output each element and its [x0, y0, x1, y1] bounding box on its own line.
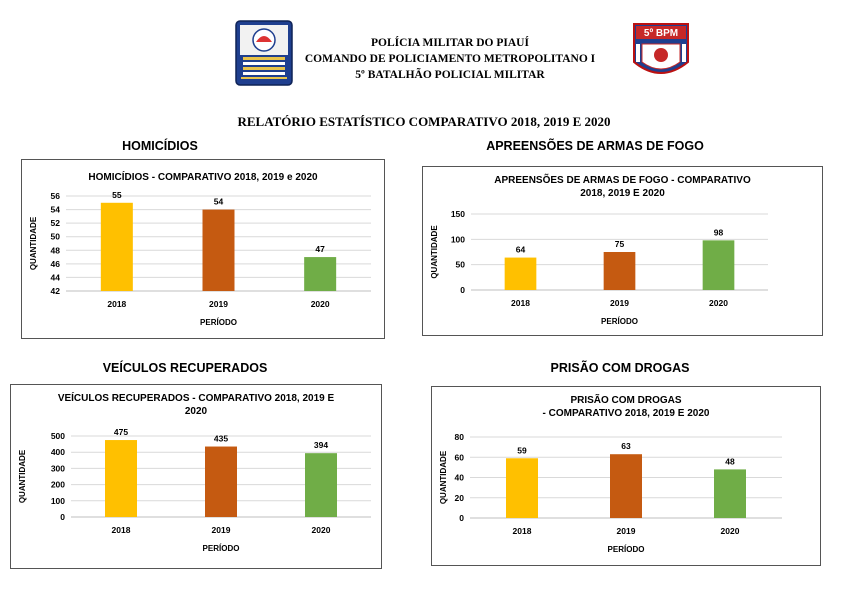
y-tick-label: 150 — [451, 209, 465, 219]
y-tick-label: 42 — [51, 286, 61, 296]
header-line-3: 5º BATALHÃO POLICIAL MILITAR — [355, 69, 545, 81]
y-tick-label: 40 — [455, 473, 465, 483]
chart-title-line: 2018, 2019 E 2020 — [580, 188, 665, 199]
y-tick-label: 48 — [51, 245, 61, 255]
data-label: 475 — [114, 427, 128, 437]
y-tick-label: 20 — [455, 493, 465, 503]
x-tick-label: 2019 — [212, 525, 231, 535]
5bpm-badge-logo: 5º BPM — [633, 23, 689, 74]
x-tick-label: 2019 — [209, 299, 228, 309]
x-tick-label: 2020 — [709, 298, 728, 308]
x-tick-label: 2019 — [617, 526, 636, 536]
y-tick-label: 54 — [51, 205, 61, 215]
chart-title: PRISÃO COM DROGAS - COMPARATIVO 2018, 20… — [432, 394, 820, 420]
bar-2019 — [610, 454, 642, 518]
pmpi-emblem-logo — [235, 20, 293, 86]
y-axis-label: QUANTIDADE — [439, 450, 448, 504]
y-tick-label: 50 — [456, 260, 466, 270]
y-tick-label: 300 — [51, 463, 65, 473]
chart-apreensoes: APREENSÕES DE ARMAS DE FOGO - COMPARATIV… — [422, 166, 823, 336]
x-tick-label: 2018 — [112, 525, 131, 535]
y-tick-label: 44 — [51, 272, 61, 282]
x-tick-label: 2020 — [721, 526, 740, 536]
report-title: RELATÓRIO ESTATÍSTICO COMPARATIVO 2018, … — [237, 114, 611, 129]
chart-title-line: VEÍCULOS RECUPERADOS - COMPARATIVO 2018,… — [57, 393, 335, 404]
y-tick-label: 0 — [459, 513, 464, 523]
chart-plot: 0 20 40 60 80 59 2018 63 2019 48 2020 PERÍODO QUANTI… — [439, 432, 782, 554]
x-tick-label: 2020 — [311, 299, 330, 309]
y-tick-label: 50 — [51, 232, 61, 242]
bar-2020 — [304, 257, 337, 291]
data-label: 98 — [714, 227, 724, 237]
data-label: 48 — [725, 456, 735, 466]
bar-2018 — [504, 257, 537, 290]
chart-title: APREENSÕES DE ARMAS DE FOGO - COMPARATIV… — [423, 174, 822, 200]
y-axis-label: QUANTIDADE — [430, 225, 439, 279]
chart-plot: 42 44 46 48 50 52 54 56 55 2018 54 2019 47 2020 PERÍOD… — [29, 190, 371, 327]
section-heading-homicidios: HOMICÍDIOS — [122, 139, 198, 153]
data-label: 63 — [621, 441, 631, 451]
y-tick-label: 0 — [460, 285, 465, 295]
bar-2020 — [714, 469, 746, 518]
data-label: 75 — [615, 239, 625, 249]
data-label: 64 — [516, 245, 526, 255]
data-label: 394 — [314, 440, 328, 450]
bar-2020 — [702, 240, 735, 290]
y-tick-label: 0 — [60, 512, 65, 522]
y-tick-label: 500 — [51, 431, 65, 441]
chart-title-line: HOMICÍDIOS - COMPARATIVO 2018, 2019 e 20… — [88, 172, 318, 183]
bar-2018 — [105, 440, 137, 517]
bar-2020 — [305, 453, 337, 517]
chart-title-line: - COMPARATIVO 2018, 2019 E 2020 — [542, 408, 710, 419]
bar-2019 — [603, 252, 636, 290]
x-tick-label: 2018 — [511, 298, 530, 308]
x-tick-label: 2020 — [312, 525, 331, 535]
chart-title-line: APREENSÕES DE ARMAS DE FOGO - COMPARATIV… — [494, 175, 751, 186]
bar-2018 — [506, 458, 538, 518]
y-tick-label: 100 — [51, 496, 65, 506]
x-axis-label: PERÍODO — [200, 318, 237, 327]
data-label: 47 — [315, 244, 325, 254]
x-axis-label: PERÍODO — [608, 545, 645, 554]
section-heading-veiculos: VEÍCULOS RECUPERADOS — [102, 361, 268, 375]
data-label: 59 — [517, 445, 527, 455]
x-axis-label: PERÍODO — [601, 317, 638, 326]
chart-plot: 0 100 200 300 400 500 475 2018 435 2019 394 2020 PER… — [18, 427, 371, 553]
y-tick-label: 80 — [455, 432, 465, 442]
header-block: POLÍCIA MILITAR DO PIAUÍ COMANDO DE POLI… — [300, 35, 600, 83]
bar-2019 — [205, 446, 237, 517]
y-tick-label: 52 — [51, 218, 61, 228]
y-axis-label: QUANTIDADE — [18, 449, 27, 503]
x-tick-label: 2018 — [107, 299, 126, 309]
badge-text: 5º BPM — [644, 28, 678, 39]
chart-title: VEÍCULOS RECUPERADOS - COMPARATIVO 2018,… — [11, 392, 381, 418]
chart-title-line: 2020 — [184, 406, 208, 417]
chart-title: HOMICÍDIOS - COMPARATIVO 2018, 2019 e 20… — [22, 171, 384, 184]
chart-title-line: PRISÃO COM DROGAS — [570, 395, 682, 406]
section-heading-prisao: PRISÃO COM DROGAS — [550, 361, 690, 375]
header-line-1: POLÍCIA MILITAR DO PIAUÍ — [371, 37, 529, 49]
x-axis-label: PERÍODO — [203, 544, 240, 553]
y-tick-label: 200 — [51, 480, 65, 490]
chart-prisao: PRISÃO COM DROGAS - COMPARATIVO 2018, 20… — [431, 386, 821, 566]
data-label: 54 — [214, 197, 224, 207]
bar-2019 — [202, 209, 235, 291]
y-tick-label: 60 — [455, 452, 465, 462]
y-tick-label: 100 — [451, 234, 465, 244]
y-axis-label: QUANTIDADE — [29, 216, 38, 270]
x-tick-label: 2019 — [610, 298, 629, 308]
chart-veiculos: VEÍCULOS RECUPERADOS - COMPARATIVO 2018,… — [10, 384, 382, 569]
y-tick-label: 46 — [51, 259, 61, 269]
header-line-2: COMANDO DE POLICIAMENTO METROPOLITANO I — [304, 53, 596, 65]
section-heading-apreensoes: APREENSÕES DE ARMAS DE FOGO — [486, 139, 704, 153]
y-tick-label: 56 — [51, 191, 61, 201]
data-label: 435 — [214, 434, 228, 444]
data-label: 55 — [112, 190, 122, 200]
bar-2018 — [100, 202, 133, 291]
x-tick-label: 2018 — [513, 526, 532, 536]
chart-homicidios: HOMICÍDIOS - COMPARATIVO 2018, 2019 e 20… — [21, 159, 385, 339]
y-tick-label: 400 — [51, 447, 65, 457]
chart-plot: 0 50 100 150 64 2018 75 2019 98 2020 PERÍODO QUANTI… — [430, 209, 768, 326]
